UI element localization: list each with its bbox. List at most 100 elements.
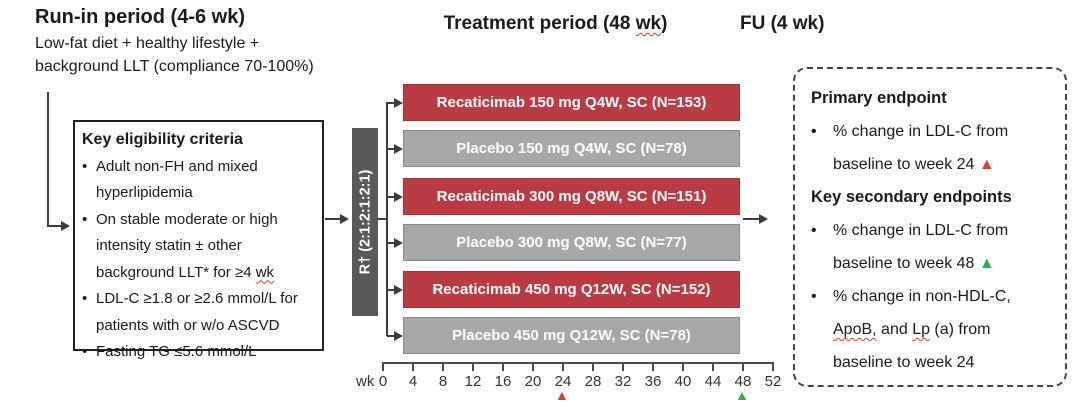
runin-period-block: Run-in period (4-6 wk) Low-fat diet + he… [35, 6, 314, 78]
bullet-text: LDL-C ≥1.8 or ≥2.6 mmol/L for patients wi… [96, 286, 316, 339]
text-segment: Lp [912, 321, 930, 338]
week-axis-line [383, 362, 774, 364]
week-axis-unit-label: wk [356, 373, 375, 390]
axis-tick [412, 362, 414, 371]
endpoint-bullet-item: • % change in LDL-C from baseline to week … [811, 115, 1051, 181]
axis-tick-label: 36 [644, 373, 662, 390]
axis-marker-triangle-week-24: ▲ [555, 387, 569, 403]
endpoints-box: Primary endpoint • % change in LDL-C from b… [793, 67, 1067, 387]
text-segment: and [876, 321, 913, 338]
axis-tick [502, 362, 504, 371]
week-axis: wk 0 4 8 12 16 20 24 28 32 36 40 44 48 52 ▲ ▲ [356, 362, 781, 412]
eligibility-bullet-list: • Adult non-FH and mixed hyperlipidemia • On… [82, 154, 316, 366]
text-segment: hyperlipidemia [96, 184, 193, 201]
arms-to-endpoints-arrowhead-icon [759, 214, 768, 224]
arm-branch-line [387, 241, 397, 244]
arm-arrowhead-icon [394, 191, 403, 202]
treatment-period-title: Treatment period (48 wk) [398, 13, 713, 35]
axis-tick [562, 362, 564, 371]
arm-bar-placebo: Placebo 150 mg Q4W, SC (N=78) [403, 130, 740, 167]
text-segment: Fasting TG ≤5.6 mmol/L [96, 343, 257, 360]
arm-bar-placebo: Placebo 450 mg Q12W, SC (N=78) [403, 317, 740, 354]
text-segment: On stable moderate or high [96, 210, 278, 228]
bullet-text: % change in LDL-C from baseline to week 4… [833, 214, 1051, 280]
endpoint-section-title: Key secondary endpoints [811, 188, 1012, 206]
arm-branch-line [387, 334, 397, 337]
endpoint-bullet-item: • % change in non-HDL-C, ApoB, and Lp (a) … [811, 280, 1051, 379]
arm-branch-line [387, 147, 397, 150]
text-segment: ▲ [978, 255, 995, 272]
arm-bar-placebo: Placebo 300 mg Q8W, SC (N=77) [403, 224, 740, 261]
eligibility-title: Key eligibility criteria [82, 131, 243, 148]
axis-tick-label: 12 [464, 373, 482, 390]
text-segment: ) [661, 13, 668, 34]
arm-bar-recaticimab: Recaticimab 450 mg Q12W, SC (N=152) [403, 271, 740, 308]
text-segment: % change in non-HDL-C, [833, 288, 1011, 305]
text-segment: (a) from [929, 321, 991, 338]
runin-arrowhead-icon [61, 221, 70, 231]
bullet-text: Fasting TG ≤5.6 mmol/L [96, 339, 316, 366]
axis-tick-label: 40 [674, 373, 692, 390]
bullet-marker: • [82, 343, 88, 360]
runin-line-2: background LLT (compliance 70-100%) [35, 58, 314, 75]
axis-tick [682, 362, 684, 371]
axis-tick-label: 20 [524, 373, 542, 390]
arm-arrowhead-icon [394, 97, 403, 108]
axis-marker-triangle-week-48: ▲ [735, 387, 749, 403]
eligibility-to-randomization-arrowhead-icon [340, 214, 349, 224]
axis-tick-label: 4 [408, 373, 418, 390]
eligibility-bullet-item: • Adult non-FH and mixed hyperlipidemia [82, 154, 316, 207]
bullet-marker: • [82, 157, 88, 175]
text-segment: wk [635, 13, 662, 34]
bullet-marker: • [811, 123, 817, 140]
axis-tick [772, 362, 774, 371]
arm-arrowhead-icon [394, 330, 403, 341]
arm-branch-line [387, 288, 397, 291]
bullet-marker: • [82, 210, 88, 228]
axis-tick [382, 362, 384, 371]
axis-tick [622, 362, 624, 371]
text-segment: % change in LDL-C from [833, 123, 1009, 140]
endpoint-bullet-item: • % change in LDL-C from baseline to week … [811, 214, 1051, 280]
text-segment: intensity statin ± other [96, 237, 242, 254]
eligibility-box: Key eligibility criteria • Adult non-FH a… [73, 120, 324, 360]
arms-to-endpoints-line [743, 218, 760, 220]
bullet-text: % change in LDL-C from baseline to week 2… [833, 115, 1051, 181]
text-segment: baseline to week 24 [833, 156, 979, 173]
bullet-text: On stable moderate or high intensity stat… [96, 207, 316, 287]
randomization-box: R† (2:1:2:1:2:1) [352, 128, 378, 316]
axis-tick [442, 362, 444, 371]
axis-tick-label: 0 [378, 373, 388, 390]
arm-arrowhead-icon [394, 143, 403, 154]
axis-tick [532, 362, 534, 371]
axis-tick-label: 28 [584, 373, 602, 390]
text-segment: % change in LDL-C from [833, 222, 1009, 239]
text-segment: patients with or w/o ASCVD [96, 316, 280, 334]
runin-elbow-line-horizontal [47, 225, 62, 227]
runin-line-1: Low-fat diet + healthy lifestyle + [35, 35, 260, 52]
bullet-text: Adult non-FH and mixed hyperlipidemia [96, 154, 316, 207]
randomization-stub-line [378, 218, 387, 220]
arm-branch-line [387, 195, 397, 198]
runin-title: Run-in period (4-6 wk) [35, 6, 245, 28]
axis-tick [472, 362, 474, 371]
text-segment: baseline to week 48 [833, 255, 979, 272]
text-segment: Adult non-FH and mixed [96, 157, 258, 175]
text-segment: wk [255, 263, 275, 281]
arm-bar-recaticimab: Recaticimab 300 mg Q8W, SC (N=151) [403, 178, 740, 215]
eligibility-to-randomization-line [325, 218, 341, 220]
arm-arrowhead-icon [394, 237, 403, 248]
axis-tick-label: 52 [764, 373, 782, 390]
axis-tick [742, 362, 744, 371]
bullet-marker: • [811, 222, 817, 239]
arm-branch-line [387, 101, 397, 104]
endpoint-section-title: Primary endpoint [811, 89, 947, 107]
branch-line-vertical [386, 102, 388, 336]
bullet-marker: • [82, 290, 88, 307]
bullet-marker: • [811, 288, 817, 305]
axis-tick-label: 24 [554, 373, 572, 390]
axis-tick-label: 32 [614, 373, 632, 390]
axis-tick-label: 48 [734, 373, 752, 390]
text-segment: background LLT* for ≥4 [96, 263, 256, 281]
